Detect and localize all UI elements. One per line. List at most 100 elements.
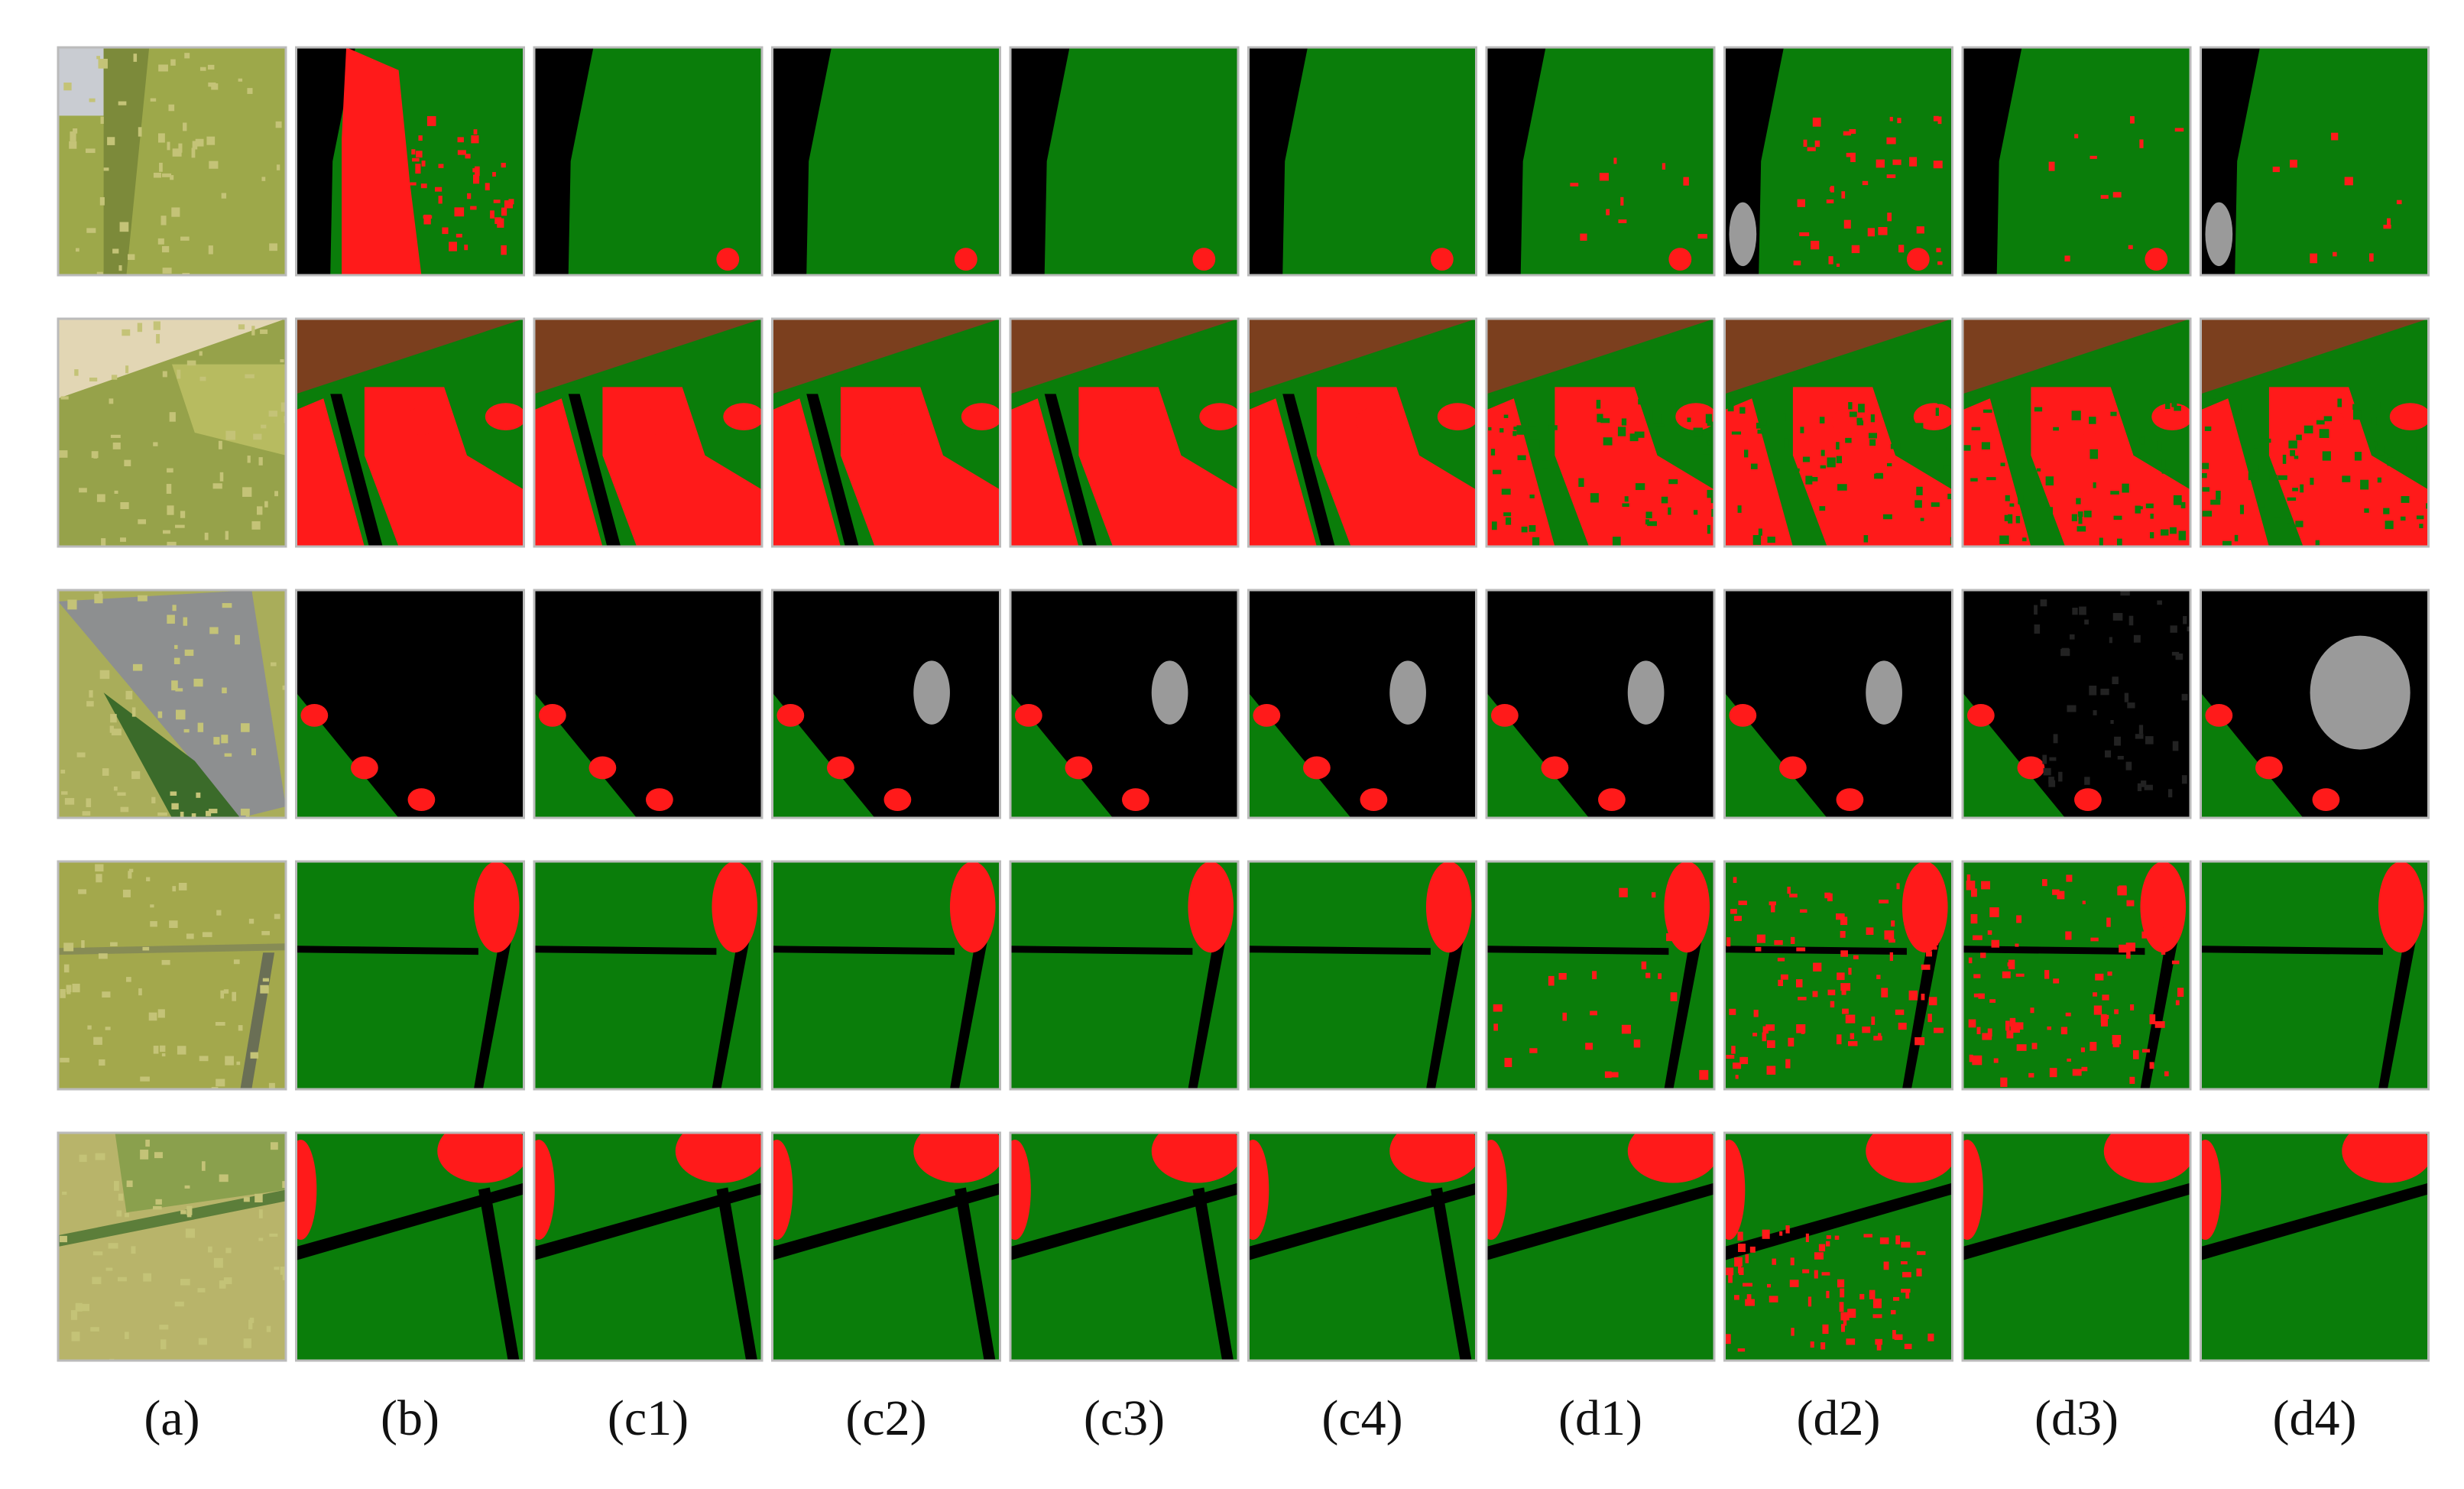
- speckle: [1617, 427, 1626, 436]
- speckle: [1757, 430, 1764, 434]
- crop-region: [1248, 398, 1317, 547]
- speckle: [1774, 939, 1783, 946]
- speckle: [1726, 1267, 1734, 1276]
- crop-region: [1963, 1139, 1983, 1241]
- speckle: [1879, 1237, 1889, 1244]
- speckle: [1812, 117, 1821, 127]
- speckle: [250, 1052, 259, 1059]
- panel-border: [533, 589, 764, 819]
- crop-region: [772, 398, 841, 547]
- speckle: [208, 82, 216, 87]
- speckle: [1989, 999, 1996, 1003]
- panel: [533, 1131, 764, 1362]
- speckle: [1914, 500, 1922, 508]
- speckle: [1521, 526, 1528, 533]
- panel-content: [58, 1133, 286, 1361]
- speckle: [1889, 939, 1895, 943]
- speckle: [224, 753, 232, 757]
- speckle: [2300, 484, 2304, 493]
- speckle: [2000, 1077, 2008, 1088]
- speckle: [209, 627, 219, 634]
- speckle: [2160, 529, 2169, 536]
- speckle: [1505, 517, 1512, 525]
- panel-content: [1487, 47, 1714, 275]
- speckle: [1825, 1241, 1830, 1247]
- speckle: [1811, 476, 1818, 482]
- speckle: [220, 990, 225, 999]
- speckle: [1991, 939, 2000, 948]
- speckle: [256, 506, 263, 515]
- speckle: [1516, 425, 1525, 435]
- speckle: [2310, 253, 2318, 264]
- crop-region: [1014, 704, 1042, 727]
- speckle: [1986, 477, 1996, 481]
- speckle: [1745, 1299, 1755, 1306]
- speckle: [1933, 946, 1937, 950]
- panel-content: [1248, 1133, 1477, 1361]
- speckle: [1493, 1023, 1498, 1031]
- speckle: [1802, 456, 1811, 462]
- speckle: [184, 1185, 190, 1189]
- speckle: [2304, 425, 2313, 434]
- speckle: [1862, 1026, 1871, 1033]
- speckle: [198, 1338, 207, 1345]
- panel: [771, 46, 1001, 277]
- speckle: [63, 964, 70, 973]
- speckle: [1750, 463, 1758, 469]
- panel-content: [1724, 319, 1953, 547]
- speckle: [248, 918, 255, 924]
- speckle: [225, 1247, 232, 1254]
- speckle: [118, 101, 127, 105]
- panel-border: [57, 317, 287, 548]
- speckle: [260, 329, 268, 334]
- speckle: [70, 1309, 78, 1320]
- speckle: [1733, 877, 1737, 884]
- speckle: [2181, 693, 2188, 701]
- speckle: [1749, 1246, 1756, 1253]
- speckle: [1916, 1251, 1926, 1255]
- speckle: [1795, 468, 1800, 472]
- speckle: [2100, 688, 2109, 696]
- speckle: [1963, 445, 1971, 451]
- crop-region: [723, 403, 762, 431]
- speckle: [1889, 116, 1893, 122]
- speckle: [2066, 874, 2073, 882]
- speckle: [2034, 624, 2041, 634]
- speckle: [2210, 499, 2221, 505]
- speckle: [2077, 526, 2086, 532]
- ditch-region: [1724, 1182, 1953, 1260]
- speckle: [1578, 478, 1584, 487]
- speckle: [276, 164, 280, 170]
- panel-border: [1723, 317, 1953, 548]
- speckle: [2139, 437, 2144, 443]
- panel: [295, 46, 525, 277]
- speckle: [1869, 1289, 1876, 1299]
- speckle: [2065, 931, 2072, 940]
- speckle: [1867, 228, 1875, 237]
- speckle: [2161, 947, 2166, 955]
- speckle: [1790, 936, 1795, 944]
- speckle: [95, 864, 104, 872]
- speckle: [1710, 495, 1714, 504]
- speckle: [2072, 1069, 2082, 1076]
- panel-border: [57, 1131, 287, 1362]
- panel-border: [771, 1131, 1001, 1362]
- other-region: [913, 660, 950, 725]
- panel-border: [1485, 589, 1716, 819]
- speckle: [442, 227, 449, 235]
- speckle: [2117, 755, 2124, 760]
- speckle: [146, 877, 151, 881]
- speckle: [1803, 139, 1807, 147]
- panel: [771, 317, 1001, 548]
- speckle: [1845, 437, 1852, 443]
- speckle: [96, 494, 105, 502]
- speckle: [1876, 472, 1883, 478]
- speckle: [157, 711, 163, 719]
- speckle: [247, 456, 251, 463]
- speckle: [2149, 1062, 2154, 1069]
- crop-region: [1437, 403, 1477, 431]
- speckle: [2007, 962, 2012, 967]
- speckle: [96, 56, 101, 60]
- speckle: [219, 472, 224, 482]
- panel-border: [533, 46, 764, 277]
